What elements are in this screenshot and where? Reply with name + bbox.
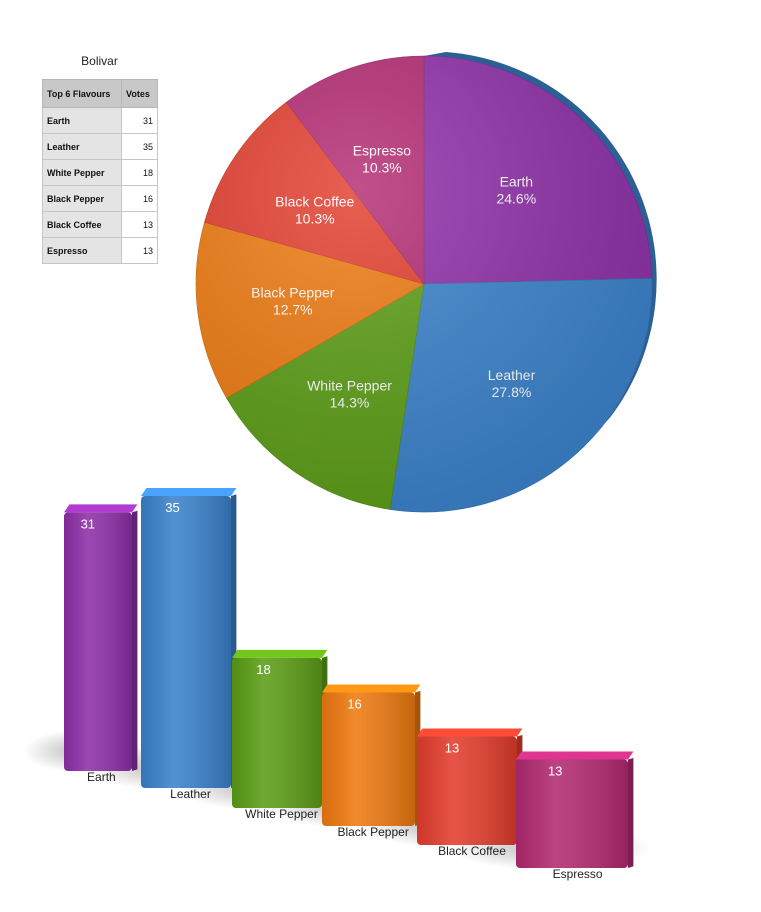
pie-slice-percent: 10.3%: [295, 211, 335, 227]
bar-white-pepper: [232, 657, 322, 808]
bar-top: [232, 649, 328, 658]
table-row: Black Coffee 13: [42, 211, 158, 238]
row-name: Black Pepper: [42, 185, 122, 212]
table-title: Bolivar: [81, 54, 118, 68]
table-row: Earth 31: [42, 107, 158, 134]
pie-slice-percent: 10.3%: [362, 160, 402, 176]
pie-slice-label: Black Pepper: [251, 284, 335, 300]
bar-value-label: 18: [256, 662, 270, 677]
bar-top: [64, 504, 138, 513]
bar-value-label: 31: [81, 516, 95, 531]
votes-table: Top 6 Flavours Votes Earth 31 Leather 35 W…: [42, 79, 158, 264]
table-row: White Pepper 18: [42, 159, 158, 186]
bar-value-label: 13: [548, 764, 562, 779]
row-name: Espresso: [42, 237, 122, 264]
pie-slice-percent: 27.8%: [492, 384, 532, 400]
pie-slice-earth: [423, 55, 653, 285]
bar-black-pepper: [322, 692, 415, 826]
table-row: Espresso 13: [42, 237, 158, 264]
row-votes: 13: [121, 211, 158, 238]
bar-black-coffee: [417, 736, 517, 845]
bar-top: [417, 728, 523, 737]
bar-side: [132, 510, 138, 771]
row-name: Earth: [42, 107, 122, 134]
bar-side: [628, 757, 634, 868]
row-votes: 31: [121, 107, 158, 134]
bar-value-label: 16: [347, 697, 361, 712]
bar-value-label: 35: [165, 500, 179, 515]
row-name: White Pepper: [42, 159, 122, 186]
row-votes: 13: [121, 237, 158, 264]
pie-slice-label: Black Coffee: [275, 194, 354, 210]
bar-chart: 31 Earth 35 Leather 18 White Pepper 16 Black Pe…: [64, 488, 634, 881]
pie-slice-label: Leather: [488, 367, 536, 383]
row-name: Leather: [42, 133, 122, 160]
bar-espresso: [516, 759, 628, 868]
bar-top: [322, 684, 421, 693]
bar-top: [516, 751, 634, 760]
bar-category-label: Espresso: [553, 867, 603, 881]
row-name: Black Coffee: [42, 211, 122, 238]
bar-earth: [64, 512, 132, 771]
pie-slice-label: Earth: [500, 173, 533, 189]
pie-slice-percent: 24.6%: [496, 190, 536, 206]
table-header-row: Top 6 Flavours Votes: [42, 79, 158, 108]
pie-slice-label: Espresso: [353, 143, 412, 159]
bar-category-label: Black Pepper: [337, 825, 408, 839]
row-votes: 18: [121, 159, 158, 186]
pie-slice-label: White Pepper: [307, 377, 392, 393]
bar-category-label: White Pepper: [245, 807, 318, 821]
row-votes: 35: [121, 133, 158, 160]
bar-category-label: Leather: [170, 787, 211, 801]
pie-slice-percent: 14.3%: [330, 394, 370, 410]
bar-category-label: Black Coffee: [438, 844, 506, 858]
bar-top: [141, 488, 237, 496]
bar-category-label: Earth: [87, 770, 116, 784]
table-row: Leather 35: [42, 133, 158, 160]
header-votes: Votes: [121, 79, 158, 108]
bar-leather: [141, 496, 231, 788]
bar-value-label: 13: [445, 741, 459, 756]
pie-slice-percent: 12.7%: [273, 301, 313, 317]
